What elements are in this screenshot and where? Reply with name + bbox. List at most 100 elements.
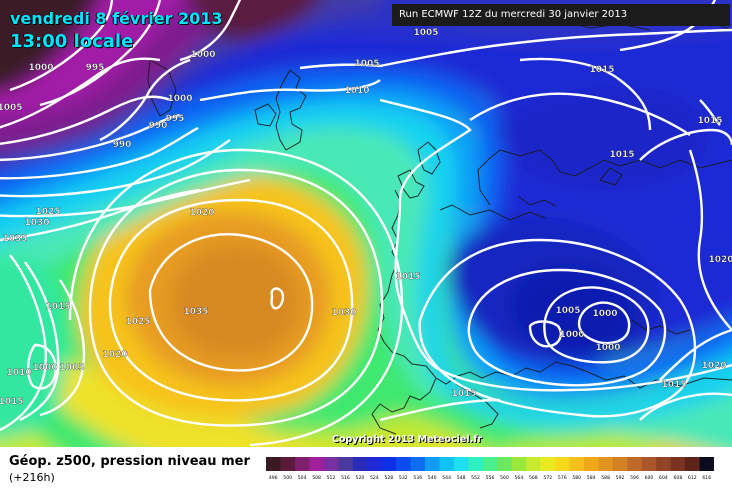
isobar-label: 1035	[2, 234, 27, 244]
isobar-label: 1015	[451, 389, 476, 399]
isobar-label: 1015	[661, 380, 686, 390]
legend-label: 608	[673, 475, 682, 481]
legend-label: 612	[688, 475, 697, 481]
legend-swatch	[439, 457, 455, 471]
legend-swatch	[323, 457, 339, 471]
legend-swatch	[526, 457, 542, 471]
isobar-label: 995	[86, 63, 105, 73]
isobar-label: 995	[166, 114, 185, 124]
isobar-label: 1015	[697, 116, 722, 126]
legend-label: 496	[269, 475, 278, 481]
legend-swatch	[685, 457, 701, 471]
legend-label: 596	[630, 475, 639, 481]
legend-label: 536	[413, 475, 422, 481]
legend-label: 520	[356, 475, 365, 481]
isobar-label: 1010	[6, 368, 31, 378]
legend-swatch	[352, 457, 368, 471]
legend-label: 600	[645, 475, 654, 481]
legend-swatch	[453, 457, 469, 471]
legend-swatch	[555, 457, 570, 471]
isobar-label: 990	[113, 140, 132, 150]
legend-label: 580	[572, 475, 581, 481]
isobar-label: 1010	[344, 86, 369, 96]
legend-swatch	[482, 457, 498, 471]
isobar-label: 1015	[0, 397, 24, 407]
legend-swatch	[381, 457, 397, 471]
isobar-label: 1020	[708, 255, 732, 265]
isobar-label: 1020	[701, 361, 726, 371]
legend-label: 556	[486, 475, 495, 481]
legend-label: 616	[702, 475, 711, 481]
isobar-label: 1015	[609, 150, 634, 160]
legend-label: 584	[587, 475, 596, 481]
legend-swatch	[511, 457, 527, 471]
isobar-label: 1015	[395, 272, 420, 282]
forecast-time: 13:00 locale	[10, 31, 134, 52]
isobar-label: 1030	[331, 308, 356, 318]
legend-label: 564	[515, 475, 524, 481]
legend-label: 516	[341, 475, 350, 481]
isobar-label: 1020	[102, 350, 127, 360]
copyright: Copyright 2013 Meteociel.fr	[332, 434, 483, 445]
legend-label: 568	[529, 475, 538, 481]
lead-time: (+216h)	[9, 471, 55, 484]
legend-swatch	[627, 457, 643, 471]
isobar-label: 1005	[413, 28, 438, 38]
isobar-label: 1000	[32, 363, 57, 373]
legend-swatch	[641, 457, 657, 471]
isobar-label: 1025	[125, 317, 150, 327]
legend-label: 532	[399, 475, 408, 481]
legend-label: 512	[327, 475, 336, 481]
legend-swatch	[294, 457, 310, 471]
legend-label: 540	[428, 475, 437, 481]
run-info-panel	[392, 4, 730, 26]
legend-label: 508	[312, 475, 321, 481]
isobar-label: 1000	[190, 50, 215, 60]
isobar-label: 1005	[555, 306, 580, 316]
isobar-label: 1005	[59, 363, 84, 373]
legend-label: 588	[601, 475, 610, 481]
legend-swatch	[612, 457, 628, 471]
isobar-label: 1000	[167, 94, 192, 104]
legend-swatch	[396, 457, 412, 471]
legend-swatch	[569, 457, 585, 471]
legend-swatch	[280, 457, 296, 471]
run-info: Run ECMWF 12Z du mercredi 30 janvier 201…	[399, 9, 628, 20]
isobar-label: 1000	[559, 330, 584, 340]
legend-swatch	[367, 457, 383, 471]
product-label: Géop. z500, pression niveau mer	[9, 454, 250, 469]
isobar-label: 1015	[589, 65, 614, 75]
legend-swatch	[338, 457, 354, 471]
isobar-label: 1020	[189, 208, 214, 218]
isobar-label: 1015	[45, 302, 70, 312]
legend-swatch	[266, 457, 281, 471]
isobar-label: 1005	[354, 59, 379, 69]
color-legend: 496 500 504 508 512 516 520 524 528 532 536 540 544 5…	[266, 457, 714, 481]
legend-label: 604	[659, 475, 668, 481]
legend-swatch	[410, 457, 426, 471]
legend-label: 548	[457, 475, 466, 481]
footer: Géop. z500, pression niveau mer (+216h) …	[0, 447, 732, 488]
legend-label: 500	[283, 475, 292, 481]
legend-swatch	[497, 457, 513, 471]
legend-label: 572	[543, 475, 552, 481]
legend-label: 528	[384, 475, 393, 481]
isobars	[0, 0, 732, 445]
legend-label: 504	[298, 475, 307, 481]
legend-swatch	[309, 457, 325, 471]
legend-swatch	[424, 457, 440, 471]
legend-swatch	[583, 457, 599, 471]
legend-label: 560	[500, 475, 509, 481]
isobar-label: 990	[149, 121, 168, 131]
legend-label: 524	[370, 475, 379, 481]
isobar-label: 1005	[0, 103, 23, 113]
legend-label: 544	[442, 475, 451, 481]
isobar-label: 1000	[595, 343, 620, 353]
legend-swatch	[468, 457, 484, 471]
isobar-label: 1035	[183, 307, 208, 317]
isobar-label: 1030	[24, 218, 49, 228]
isobar-label: 1000	[592, 309, 617, 319]
legend-swatch	[670, 457, 686, 471]
